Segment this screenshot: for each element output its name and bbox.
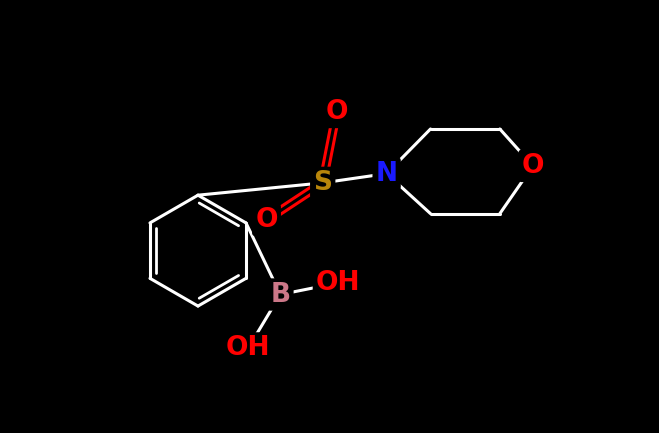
Text: OH: OH bbox=[226, 336, 270, 362]
Text: O: O bbox=[522, 153, 544, 179]
Text: S: S bbox=[313, 170, 332, 196]
Text: N: N bbox=[376, 161, 397, 187]
Text: OH: OH bbox=[316, 270, 360, 296]
Text: O: O bbox=[255, 207, 277, 233]
Text: B: B bbox=[270, 281, 291, 307]
Text: O: O bbox=[326, 99, 348, 125]
